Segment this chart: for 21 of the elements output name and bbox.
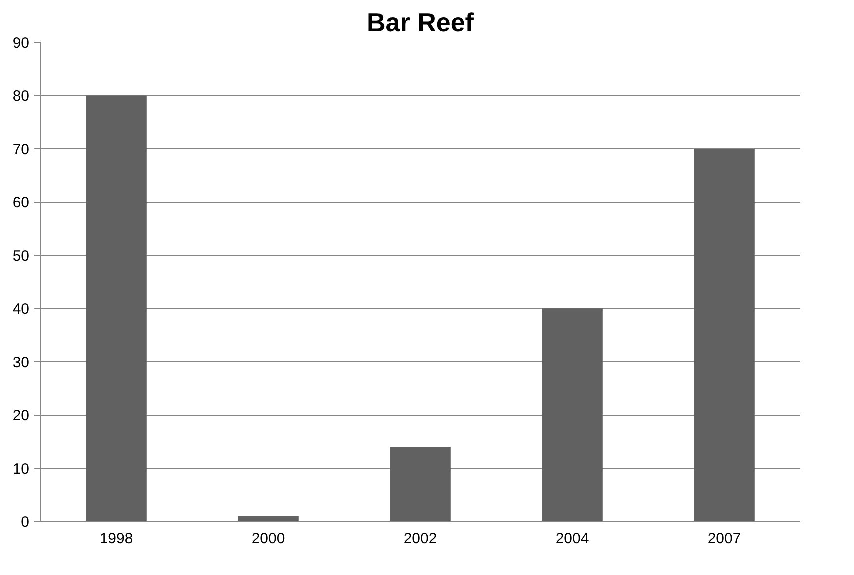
bar [390,446,451,522]
y-tick-label: 70 [12,141,30,158]
y-tick-label: 20 [12,408,30,425]
bar [542,308,603,522]
x-tick-label: 1998 [100,530,134,548]
y-tick-label: 50 [12,248,30,265]
x-tick-label: 2007 [708,530,742,548]
bar [694,148,755,522]
y-tick-label: 0 [21,514,30,531]
y-tick-label: 40 [12,301,30,318]
bar [238,516,299,522]
chart-title: Bar Reef [367,8,474,38]
x-tick-label: 2000 [252,530,286,548]
x-tick-label: 2004 [556,530,590,548]
bar [86,96,147,522]
y-tick-label: 10 [12,460,30,478]
y-tick-label: 90 [12,35,30,52]
y-tick-label: 60 [12,194,30,212]
y-tick-label: 80 [12,88,30,106]
x-tick-label: 2002 [404,530,438,548]
y-tick-label: 30 [12,354,30,372]
